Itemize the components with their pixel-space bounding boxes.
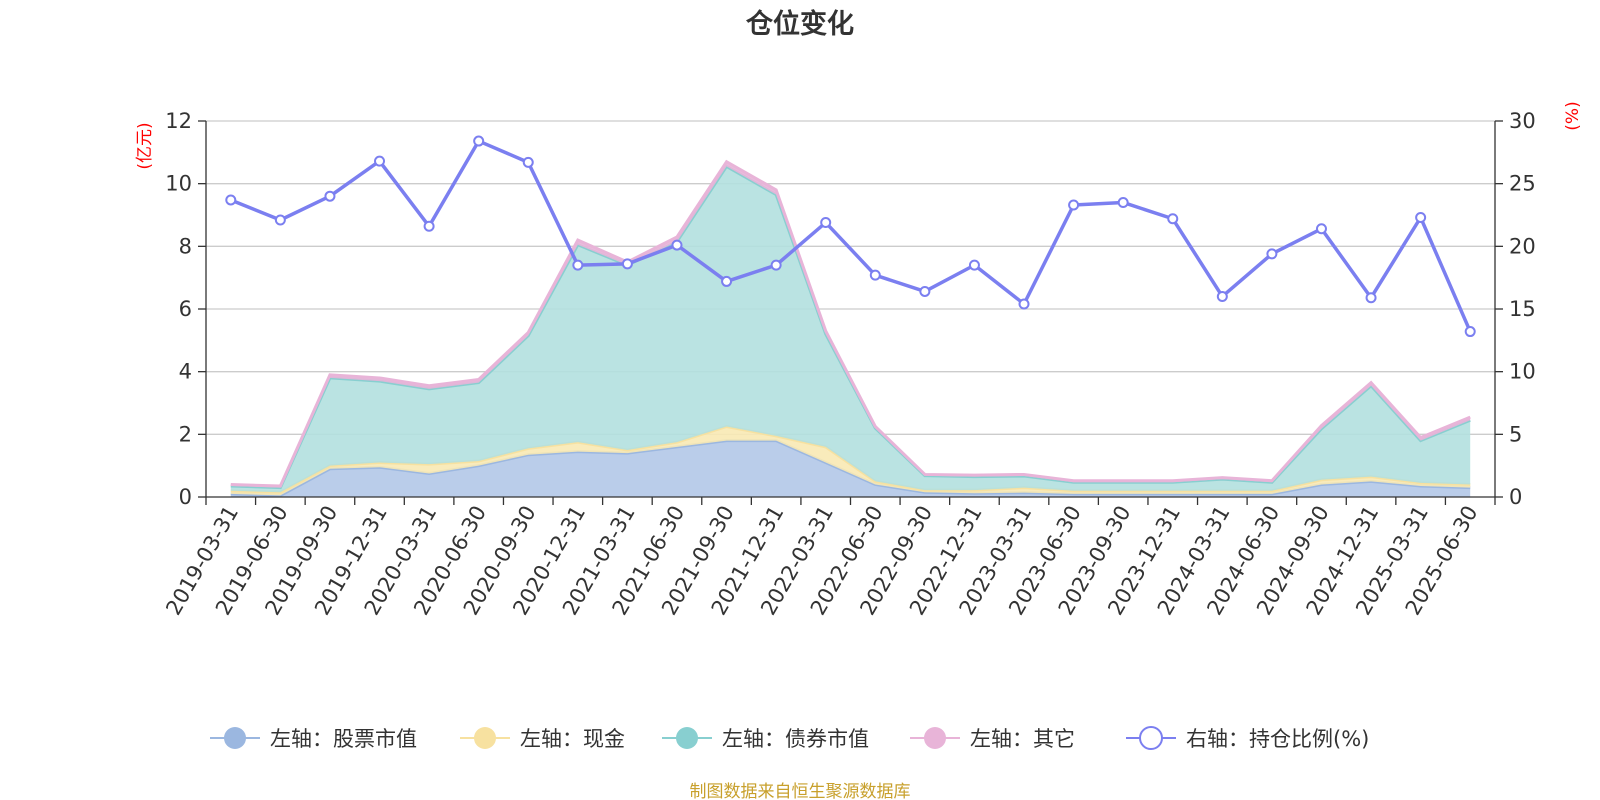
- legend-marker-icon: [924, 727, 946, 749]
- legend-marker-icon: [676, 727, 698, 749]
- legend-marker-icon: [474, 727, 496, 749]
- ratio-point: [1266, 248, 1278, 260]
- legend-marker-icon: [224, 727, 246, 749]
- axes: 0246810120510152025302019-03-312019-06-3…: [161, 109, 1535, 619]
- legend-label: 左轴：其它: [970, 727, 1075, 751]
- ratio-point: [374, 155, 386, 167]
- ratio-point: [1117, 196, 1129, 208]
- ratio-point: [324, 190, 336, 202]
- left-axis-tick-label: 0: [179, 485, 192, 509]
- grid-lines: [206, 120, 1495, 435]
- right-axis-tick-label: 5: [1509, 422, 1522, 446]
- ratio-point: [1018, 298, 1030, 310]
- right-axis-unit: (%): [1563, 101, 1583, 130]
- chart-title: 仓位变化: [745, 8, 854, 40]
- legend-item: 左轴：其它: [910, 727, 1075, 751]
- ratio-point: [225, 194, 237, 206]
- ratio-point: [423, 220, 435, 232]
- left-axis-tick-label: 12: [165, 109, 192, 133]
- ratio-point: [1415, 212, 1427, 224]
- legend-item: 左轴：债券市值: [662, 727, 869, 751]
- ratio-point: [473, 135, 485, 147]
- left-axis-unit: (亿元): [135, 122, 155, 169]
- ratio-point: [1365, 292, 1377, 304]
- ratio-point: [770, 259, 782, 271]
- legend-marker-icon: [1139, 726, 1163, 750]
- source-note: 制图数据来自恒生聚源数据库: [690, 782, 911, 800]
- ratio-point: [572, 259, 584, 271]
- legend-label: 右轴：持仓比例(%): [1186, 727, 1369, 751]
- ratio-point: [721, 275, 733, 287]
- left-axis-tick-label: 8: [179, 234, 192, 258]
- ratio-point: [1216, 290, 1228, 302]
- ratio-point: [919, 285, 931, 297]
- right-axis-tick-label: 20: [1509, 234, 1536, 258]
- ratio-point: [671, 239, 683, 251]
- right-axis-tick-label: 30: [1509, 109, 1536, 133]
- area-series-3: [230, 166, 1471, 493]
- legend: 左轴：股票市值 左轴：现金 左轴：债券市值 左轴：其它 右轴：持仓比例(%): [210, 726, 1369, 751]
- left-axis-tick-label: 6: [179, 297, 192, 321]
- ratio-point: [869, 269, 881, 281]
- left-axis-tick-label: 4: [179, 360, 192, 384]
- right-axis-tick-label: 15: [1509, 297, 1536, 321]
- left-axis-tick-label: 10: [165, 172, 192, 196]
- legend-label: 左轴：现金: [520, 727, 625, 751]
- left-axis-tick-label: 2: [179, 422, 192, 446]
- right-axis-tick-label: 25: [1509, 172, 1536, 196]
- ratio-point: [1464, 326, 1476, 338]
- ratio-point: [621, 258, 633, 270]
- ratio-point: [1315, 223, 1327, 235]
- legend-item: 右轴：持仓比例(%): [1126, 726, 1369, 751]
- ratio-point: [1068, 199, 1080, 211]
- legend-label: 左轴：股票市值: [270, 727, 417, 751]
- right-axis-tick-label: 10: [1509, 360, 1536, 384]
- ratio-point: [1167, 213, 1179, 225]
- legend-item: 左轴：现金: [460, 727, 625, 751]
- area-series-4-edge: [230, 159, 1471, 488]
- ratio-point: [968, 259, 980, 271]
- ratio-point: [522, 156, 534, 168]
- right-axis-tick-label: 0: [1509, 485, 1522, 509]
- stacked-areas: [230, 159, 1471, 497]
- ratio-point: [820, 217, 832, 229]
- legend-item: 左轴：股票市值: [210, 727, 417, 751]
- ratio-line-layer: [225, 135, 1476, 338]
- ratio-point: [274, 214, 286, 226]
- legend-label: 左轴：债券市值: [722, 727, 869, 751]
- ratio-line: [230, 139, 1472, 333]
